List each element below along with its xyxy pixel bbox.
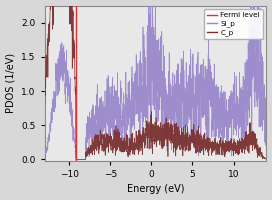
Legend: Fermi level, Si_p, C_p: Fermi level, Si_p, C_p [204, 9, 263, 39]
Y-axis label: PDOS (1/eV): PDOS (1/eV) [5, 53, 16, 113]
X-axis label: Energy (eV): Energy (eV) [127, 184, 184, 194]
